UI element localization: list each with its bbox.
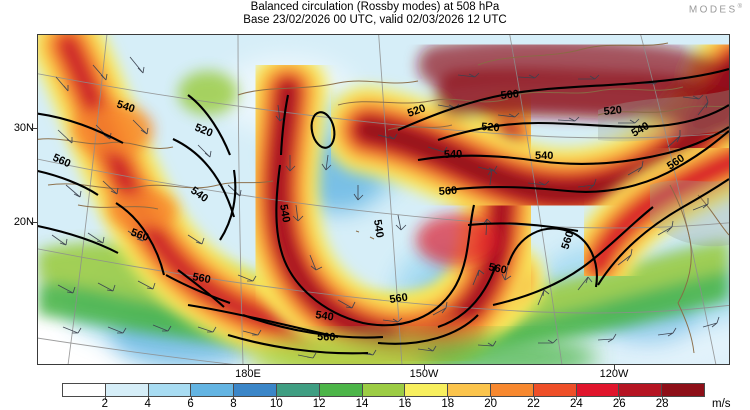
svg-text:540: 540 bbox=[115, 98, 136, 115]
colorbar-tick-26 bbox=[619, 397, 621, 400]
colorbar-tick-8 bbox=[233, 397, 235, 400]
ytick-mark-20n bbox=[31, 222, 37, 224]
colorbar-tick-12 bbox=[319, 397, 321, 400]
colorbar-unit-label: m/s bbox=[712, 398, 731, 410]
svg-text:560: 560 bbox=[191, 271, 211, 286]
svg-text:560: 560 bbox=[317, 331, 336, 344]
colorbar-swatch-7 bbox=[361, 384, 405, 396]
svg-text:500: 500 bbox=[500, 88, 520, 102]
ytick-mark-30n bbox=[31, 128, 37, 130]
colorbar-swatch-9 bbox=[447, 384, 490, 396]
svg-text:540: 540 bbox=[315, 309, 335, 323]
colorbar-tick-2 bbox=[104, 397, 106, 400]
modes-logo: MODES® bbox=[689, 4, 742, 15]
xtick-label-150w: 150W bbox=[409, 368, 439, 380]
svg-text:540: 540 bbox=[444, 148, 463, 161]
colorbar-label-20: 20 bbox=[484, 398, 498, 410]
colorbar-label-2: 2 bbox=[101, 398, 109, 410]
colorbar-tick-20 bbox=[490, 397, 492, 400]
colorbar-swatch-13 bbox=[618, 384, 662, 396]
ytick-label-30n: 30N bbox=[13, 122, 34, 134]
svg-text:520: 520 bbox=[603, 104, 623, 118]
colorbar-swatch-4 bbox=[233, 384, 276, 396]
colorbar-tick-10 bbox=[276, 397, 278, 400]
colorbar-tick-6 bbox=[190, 397, 192, 400]
height-contours bbox=[38, 67, 729, 355]
colorbar-swatch-6 bbox=[318, 384, 362, 396]
colorbar-label-4: 4 bbox=[144, 398, 151, 410]
colorbar-swatch-5 bbox=[275, 384, 319, 396]
colorbar-swatch-8 bbox=[404, 384, 448, 396]
colorbar-swatch-10 bbox=[489, 384, 533, 396]
svg-text:540: 540 bbox=[371, 219, 385, 239]
xtick-mark-150w bbox=[424, 364, 426, 370]
coastlines bbox=[38, 42, 729, 354]
colorbar-swatch-2 bbox=[147, 384, 191, 396]
colorbar-tick-4 bbox=[147, 397, 149, 400]
colorbar-swatch-1 bbox=[104, 384, 148, 396]
ytick-label-20n: 20N bbox=[13, 216, 34, 228]
svg-text:560: 560 bbox=[559, 230, 576, 251]
colorbar-swatch-11 bbox=[532, 384, 576, 396]
colorbar-label-8: 8 bbox=[230, 398, 237, 410]
svg-text:560: 560 bbox=[487, 261, 507, 277]
chart-title-block: Balanced circulation (Rossby modes) at 5… bbox=[0, 1, 750, 27]
xtick-mark-180e bbox=[248, 364, 250, 370]
svg-text:520: 520 bbox=[481, 121, 500, 134]
colorbar-swatch-3 bbox=[190, 384, 234, 396]
colorbar-label-10: 10 bbox=[269, 398, 283, 410]
colorbar-label-26: 26 bbox=[612, 398, 626, 410]
colorbar[interactable] bbox=[62, 383, 705, 397]
map-canvas: 540 520 560 540 540 560 540 560 540 560 … bbox=[38, 35, 729, 364]
xtick-mark-120w bbox=[614, 364, 616, 370]
colorbar-label-24: 24 bbox=[569, 398, 583, 410]
colorbar-label-16: 16 bbox=[398, 398, 412, 410]
colorbar-label-12: 12 bbox=[312, 398, 326, 410]
weather-map[interactable]: 540 520 560 540 540 560 540 560 540 560 … bbox=[37, 34, 730, 365]
colorbar-swatch-12 bbox=[575, 384, 619, 396]
colorbar-tick-22 bbox=[533, 397, 535, 400]
svg-text:540: 540 bbox=[277, 203, 292, 223]
svg-text:520: 520 bbox=[406, 102, 427, 120]
colorbar-label-18: 18 bbox=[441, 398, 455, 410]
modes-logo-text: MODES bbox=[688, 4, 738, 16]
colorbar-tick-16 bbox=[404, 397, 406, 400]
svg-text:540: 540 bbox=[535, 150, 553, 162]
xtick-label-180e: 180E bbox=[235, 368, 261, 380]
xtick-label-120w: 120W bbox=[599, 368, 629, 380]
colorbar-tick-18 bbox=[447, 397, 449, 400]
svg-text:560: 560 bbox=[438, 185, 457, 198]
colorbar-label-22: 22 bbox=[527, 398, 540, 410]
colorbar-swatch-14 bbox=[661, 384, 704, 396]
chart-subtitle: Base 23/02/2026 00 UTC, valid 02/03/2026… bbox=[243, 14, 507, 26]
registered-mark: ® bbox=[737, 4, 742, 10]
colorbar-label-28: 28 bbox=[655, 398, 669, 410]
colorbar-tick-24 bbox=[576, 397, 578, 400]
svg-text:560: 560 bbox=[389, 292, 409, 306]
streamline-arrows bbox=[51, 56, 720, 359]
colorbar-label-6: 6 bbox=[187, 398, 194, 410]
colorbar-tick-28 bbox=[662, 397, 664, 400]
svg-text:560: 560 bbox=[129, 227, 150, 245]
chart-title: Balanced circulation (Rossby modes) at 5… bbox=[250, 1, 500, 13]
colorbar-swatch-0 bbox=[63, 384, 105, 396]
colorbar-tick-14 bbox=[362, 397, 364, 400]
colorbar-label-14: 14 bbox=[355, 398, 369, 410]
